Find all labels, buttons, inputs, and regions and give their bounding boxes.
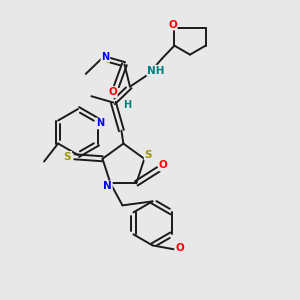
Text: S: S (64, 152, 71, 162)
Text: N: N (103, 182, 112, 191)
Text: O: O (108, 87, 117, 97)
Text: O: O (159, 160, 168, 170)
Text: O: O (168, 20, 177, 30)
Text: S: S (145, 150, 152, 160)
Text: N: N (96, 118, 104, 128)
Text: O: O (175, 243, 184, 254)
Text: H: H (123, 100, 131, 110)
Text: N: N (101, 52, 110, 62)
Text: NH: NH (147, 66, 165, 76)
